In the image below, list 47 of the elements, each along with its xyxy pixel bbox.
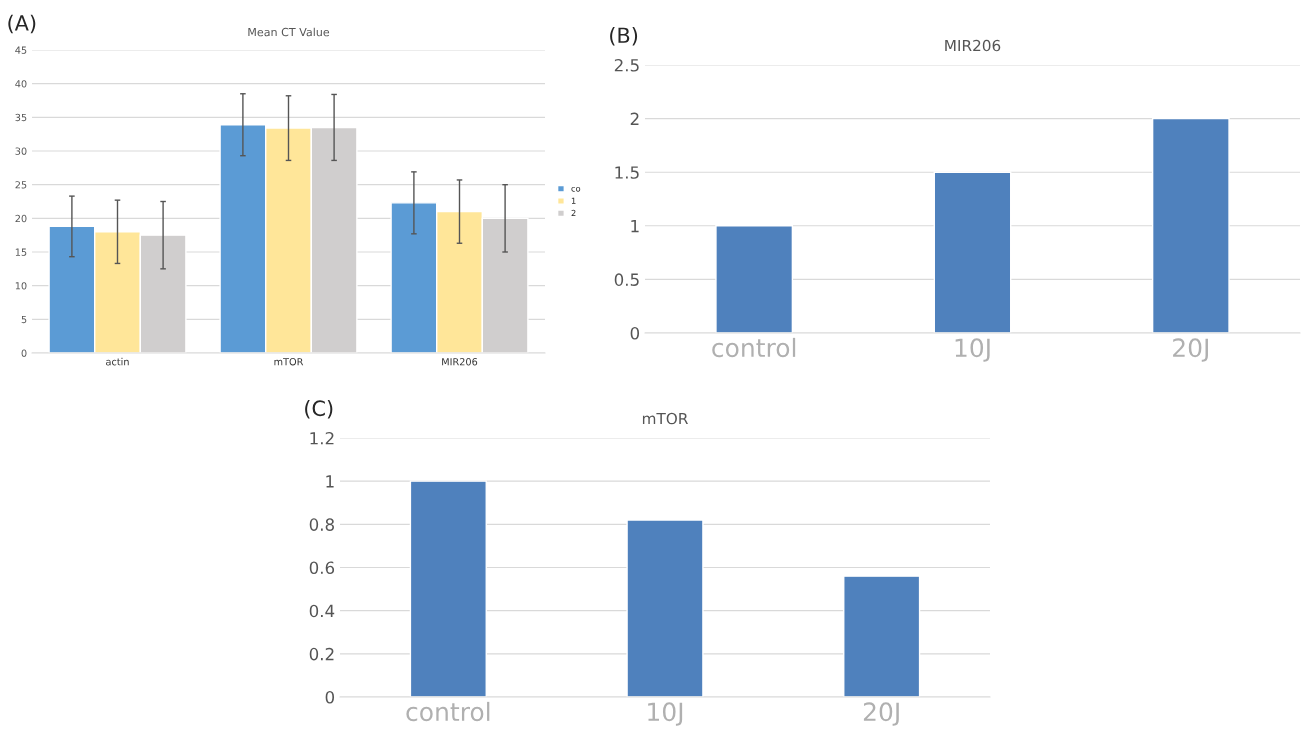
x-tick-label: 10J: [648, 702, 683, 726]
x-tick-label: 20J: [1173, 338, 1208, 362]
y-tick-label: 1.2: [310, 431, 334, 445]
x-tick-label: mTOR: [274, 358, 304, 366]
y-tick-label: 0: [325, 690, 335, 704]
y-tick-label: 0.6: [309, 561, 335, 575]
text: (A): [8, 14, 36, 34]
chart-title: Mean CT Value: [248, 27, 330, 37]
text: (B): [610, 27, 638, 46]
y-tick-label: 30: [15, 147, 27, 155]
bar: [409, 480, 487, 697]
y-tick-label: 10: [15, 282, 27, 290]
x-tick-label: control: [712, 337, 796, 358]
y-tick-label: 0.2: [309, 647, 334, 661]
legend-label: 1: [571, 197, 576, 204]
y-tick-label: 15: [15, 248, 27, 256]
bar: [933, 171, 1012, 333]
y-tick-label: 1.5: [615, 166, 639, 179]
x-tick-label: MIR206: [442, 358, 478, 366]
y-tick-label: 45: [15, 46, 27, 54]
x-tick-label: 20J: [863, 702, 899, 726]
y-tick-label: 0.8: [309, 518, 334, 531]
y-tick-label: 2.5: [614, 58, 639, 72]
bar: [1151, 117, 1230, 333]
y-tick-label: 35: [15, 113, 27, 122]
x-tick-label: control: [406, 701, 490, 722]
y-tick-label: 0: [630, 326, 640, 340]
legend-label: 2: [571, 209, 576, 217]
y-tick-label: 0.5: [614, 273, 639, 286]
y-tick-label: 1: [326, 475, 334, 488]
legend-label: co: [571, 186, 581, 192]
y-tick-label: 2: [630, 112, 639, 125]
y-tick-label: 25: [15, 181, 27, 189]
y-tick-label: 5: [21, 315, 27, 324]
bar: [843, 575, 921, 697]
x-tick-label: 10J: [955, 338, 990, 362]
chart-title: mTOR: [642, 412, 688, 425]
bar: [626, 519, 704, 697]
y-tick-label: 20: [15, 214, 27, 223]
y-tick-label: 1: [631, 219, 639, 233]
x-tick-label: actin: [106, 357, 129, 366]
y-tick-label: 40: [15, 80, 27, 88]
text: (C): [305, 400, 333, 419]
y-tick-label: 0.4: [309, 604, 335, 618]
y-tick-label: 0: [21, 349, 27, 357]
bar: [715, 225, 794, 333]
chart-title: MIR206: [945, 39, 1001, 52]
